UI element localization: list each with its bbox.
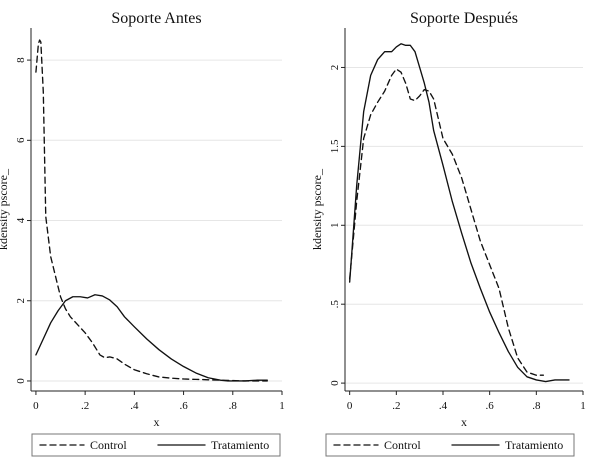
chart-panel-right: Soporte Después 0 .5 1 1.5 2 0 .2 .4 .6 .8 1 x kdensi… [310,10,586,429]
y-tick-label-left-0: 0 [15,378,27,384]
legend-right: Control Tratamiento [325,433,575,457]
y-axis-label-left: kdensity pscore_ [0,168,10,250]
y-axis-label-right: kdensity pscore_ [310,168,324,250]
x-tick-label-right-2: .4 [439,400,448,412]
x-axis-label-right: x [461,415,467,429]
x-tick-label-left-3: .6 [179,400,188,412]
x-tick-label-left-4: .8 [229,400,238,412]
series-line-left-control [35,39,268,382]
series-line-right-tratamiento [348,43,570,383]
y-tick-label-right-2: 1 [329,223,341,229]
legend-control-label-right: Control [384,438,421,452]
x-tick-label-left-0: 0 [33,400,39,412]
x-tick-label-right-3: .6 [486,400,495,412]
legend-box-right [325,433,575,457]
x-tick-label-left-1: .2 [81,400,89,412]
chart-title-right: Soporte Después [410,10,518,27]
y-tick-label-right-1: .5 [329,300,341,309]
y-tick-label-left-3: 6 [15,137,27,143]
x-tick-label-right-1: .2 [392,400,400,412]
x-tick-label-left-5: 1 [279,400,285,412]
y-tick-label-right-4: 2 [329,65,341,71]
legend-treatment-label-left: Tratamiento [211,438,269,452]
legend-treatment-label-right: Tratamiento [505,438,563,452]
y-tick-label-right-0: 0 [329,380,341,386]
x-tick-label-right-4: .8 [532,400,541,412]
series-line-left-tratamiento [35,294,268,382]
y-tick-label-left-4: 8 [15,57,27,63]
y-tick-label-left-2: 4 [15,217,27,223]
x-tick-label-right-0: 0 [347,400,353,412]
chart-panel-left: Soporte Antes 0 2 4 6 8 0 .2 .4 .6 .8 1 x kdensity ps… [0,10,285,429]
x-tick-label-left-2: .4 [130,400,139,412]
x-axis-label-left: x [154,415,160,429]
chart-title-left: Soporte Antes [111,10,201,27]
legend-left: Control Tratamiento [31,433,281,457]
y-tick-label-left-1: 2 [15,298,27,304]
series-line-right-control [348,68,545,376]
y-tick-label-right-3: 1.5 [329,139,341,153]
legend-box-left [31,433,281,457]
legend-control-label-left: Control [90,438,127,452]
x-tick-label-right-5: 1 [580,400,586,412]
